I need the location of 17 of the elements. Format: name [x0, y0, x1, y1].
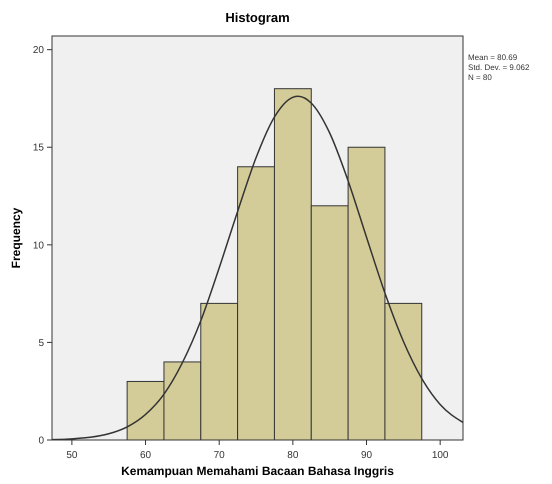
y-tick-label: 0 [38, 436, 44, 446]
x-tick-label: 50 [66, 450, 78, 461]
text: Std. Dev. = 9.062 [468, 63, 530, 72]
x-tick-label: 60 [140, 450, 152, 461]
text: N = 80 [468, 73, 492, 82]
x-axis-title: Kemampuan Memahami Bacaan Bahasa Inggris [121, 464, 394, 478]
x-tick-label: 80 [287, 450, 299, 461]
y-tick-label: 5 [38, 338, 44, 349]
x-tick-label: 70 [214, 450, 226, 461]
x-tick-label: 90 [360, 450, 373, 461]
y-tick-label: 15 [32, 142, 44, 154]
text: Mean = 80.69 [468, 53, 518, 62]
y-tick-label: 10 [32, 240, 44, 252]
y-tick-label: 20 [32, 45, 44, 56]
x-tick-label: 100 [432, 450, 449, 461]
y-axis-title: Frequency [9, 207, 23, 268]
chart-title: Histogram [225, 10, 290, 25]
